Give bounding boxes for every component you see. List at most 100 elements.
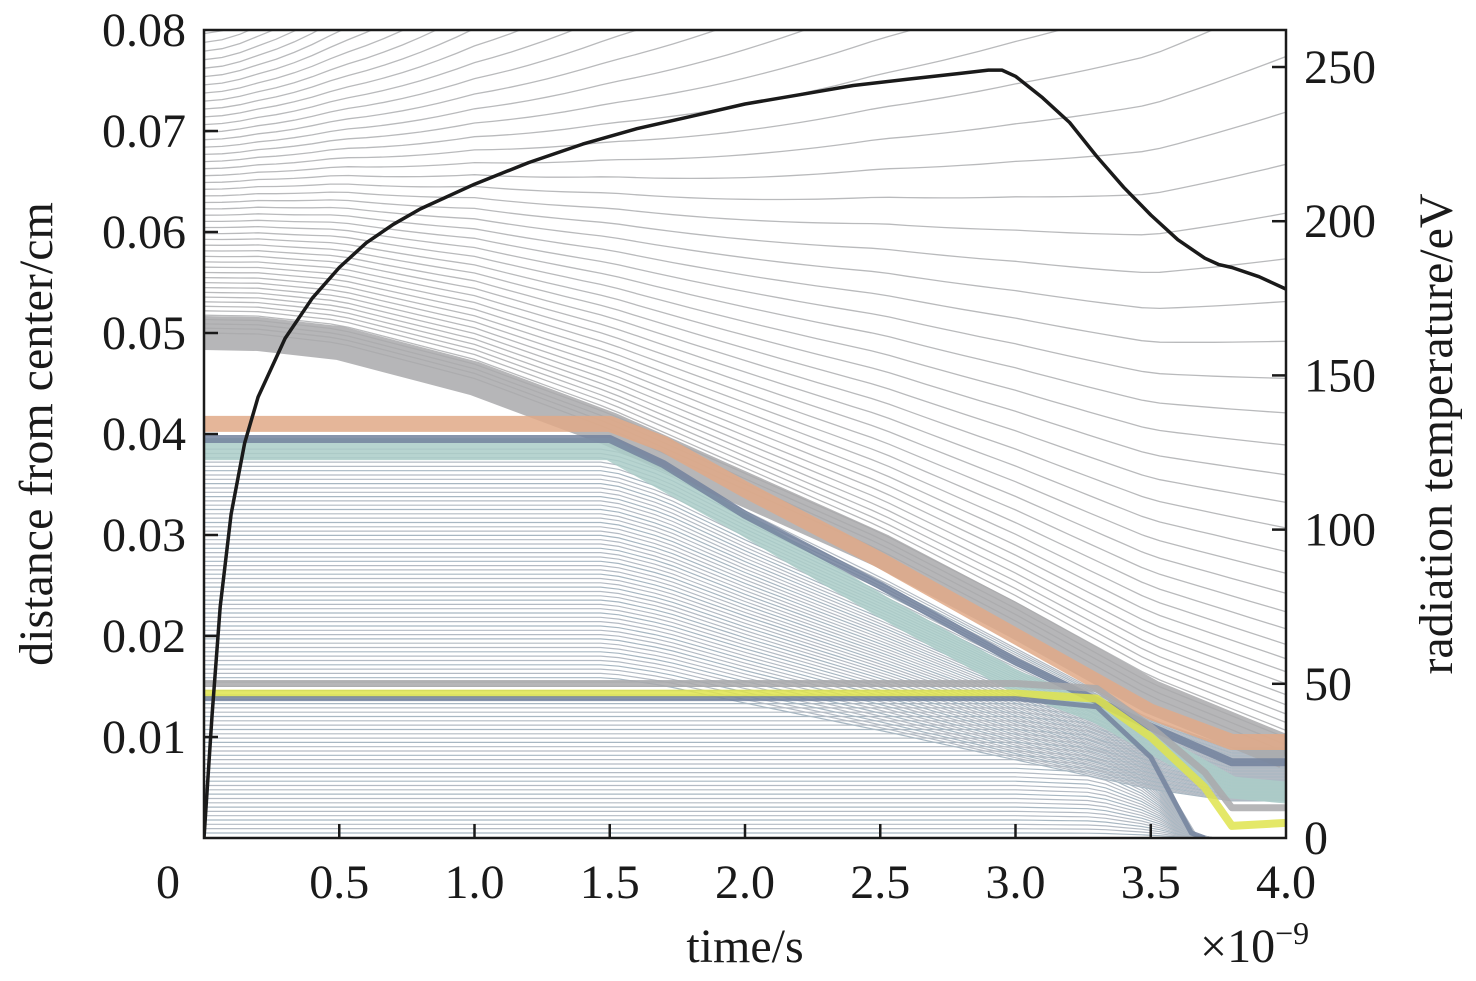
mesh-line-inner [204,728,1286,838]
mesh-line-inner [204,552,1286,773]
mesh-line-outer [204,305,1286,706]
mesh-line-outer [204,0,1286,25]
mesh-line-inner [204,556,1286,774]
mesh-line-inner [204,677,1286,802]
mesh-line-outer [204,244,1286,504]
mesh-line-inner [204,616,1286,788]
pusher-band [204,435,1286,767]
mesh-line-inner [204,586,1286,781]
mesh-line-inner [204,573,1286,778]
x-tick-label: 3.0 [986,856,1046,909]
x-tick-label: 1.0 [445,856,505,909]
y-right-tick-label: 200 [1304,195,1376,248]
mesh-line-outer [204,314,1286,724]
y-left-tick-label: 0.04 [102,408,186,461]
mesh-line-inner [204,595,1286,783]
mesh-line-outer [204,30,522,118]
mesh-line-outer [204,191,1286,236]
mesh-line-inner [204,806,1286,838]
x-axis-multiplier: ×10−9 [1200,915,1309,973]
y-right-tick-label: 100 [1304,504,1376,557]
mesh-line-inner [204,819,1286,838]
mesh-line-inner [204,543,1286,771]
mesh-line-outer [204,199,1286,274]
mesh-line-inner [204,815,1286,838]
y-right-axis-ticks: 0 50 100 150 200 250 [1272,41,1376,865]
x-axis-ticks: 0 0.5 1.0 1.5 2.0 2.5 3.0 3.5 4.0 [156,824,1316,909]
x-multiplier-base: ×10 [1200,920,1275,973]
mesh-line-inner [204,797,1286,838]
mesh-line-outer [204,281,1286,646]
y-left-tick-label: 0.03 [102,509,186,562]
y-left-tick-label: 0.02 [102,610,186,663]
mesh-line-inner [204,569,1286,777]
mesh-line-outer [204,30,576,126]
mesh-line-outer [204,30,1215,170]
y-right-tick-label: 150 [1304,349,1376,402]
mesh-line-inner [204,634,1286,792]
series-layer [204,68,1286,838]
mesh-line-outer [204,271,1286,613]
y-left-tick-label: 0.07 [102,105,186,158]
mesh-line-outer [204,286,1286,660]
mesh-line-inner [204,582,1286,780]
mesh-line-inner [204,603,1286,785]
mesh-line-outer [204,301,1286,696]
x-tick-label: 0.5 [309,856,369,909]
mesh-line-inner [204,793,1286,838]
y-left-tick-label: 0.06 [102,206,186,259]
mesh-line-outer [204,30,719,141]
mesh-line-outer [204,0,1286,7]
y-left-axis-title: distance from center/cm [10,202,63,666]
x-tick-label: 1.5 [580,856,640,909]
y-right-tick-label: 250 [1304,41,1376,94]
mesh-line-outer [204,0,1286,16]
mesh-line-inner [204,621,1286,789]
x-tick-label: 3.5 [1121,856,1181,909]
mesh-line-inner [204,802,1286,838]
inner-layer-band [204,680,1286,812]
inner-yellow-band [204,689,1286,830]
mesh-line-outer [204,250,1286,529]
core-band [204,696,1206,838]
mesh-line-inner [204,565,1286,776]
mesh-line-inner [204,599,1286,784]
mesh-line-inner [204,772,1286,838]
y-left-tick-label: 0.05 [102,307,186,360]
mesh-line-inner [204,659,1286,798]
x-tick-label: 4.0 [1256,856,1316,909]
x-axis-title: time/s [686,920,803,973]
mesh-line-inner [204,789,1286,838]
mesh-line-inner [204,590,1286,782]
y-left-axis-ticks: 0.01 0.02 0.03 0.04 0.05 0.06 0.07 0.08 [102,4,218,764]
mesh-line-outer [204,296,1286,685]
x-tick-label: 2.0 [715,856,775,909]
mesh-line-outer [204,30,807,148]
mesh-line-outer [204,30,227,35]
mesh-line-inner [204,784,1286,838]
mesh-line-inner [204,612,1286,787]
y-left-tick-label: 0.08 [102,4,186,57]
mesh-line-inner [204,646,1286,795]
x-multiplier-exponent: −9 [1275,915,1309,951]
mesh-line-inner [204,608,1286,786]
radiation-temperature-line [204,68,1286,838]
y-right-axis-title: radiation temperature/eV [1410,193,1463,674]
mesh-line-inner [204,780,1286,838]
mesh-line-outer [204,276,1286,630]
mesh-line-inner [204,577,1286,779]
y-left-tick-label: 0.01 [102,711,186,764]
mesh-line-outer [204,225,1286,414]
mesh-line-outer [204,206,1286,310]
mesh-line-outer [204,163,1286,201]
mesh-line-outer [204,30,640,133]
mesh-line-outer [204,55,1286,177]
mesh-line-outer [204,111,1286,184]
y-right-tick-label: 50 [1304,658,1352,711]
mesh-line-outer [204,232,1286,446]
mesh-line-inner [204,638,1286,793]
mesh-line-inner [204,625,1286,790]
ablator-band [204,415,1286,750]
mesh-line-outer [204,261,1286,574]
